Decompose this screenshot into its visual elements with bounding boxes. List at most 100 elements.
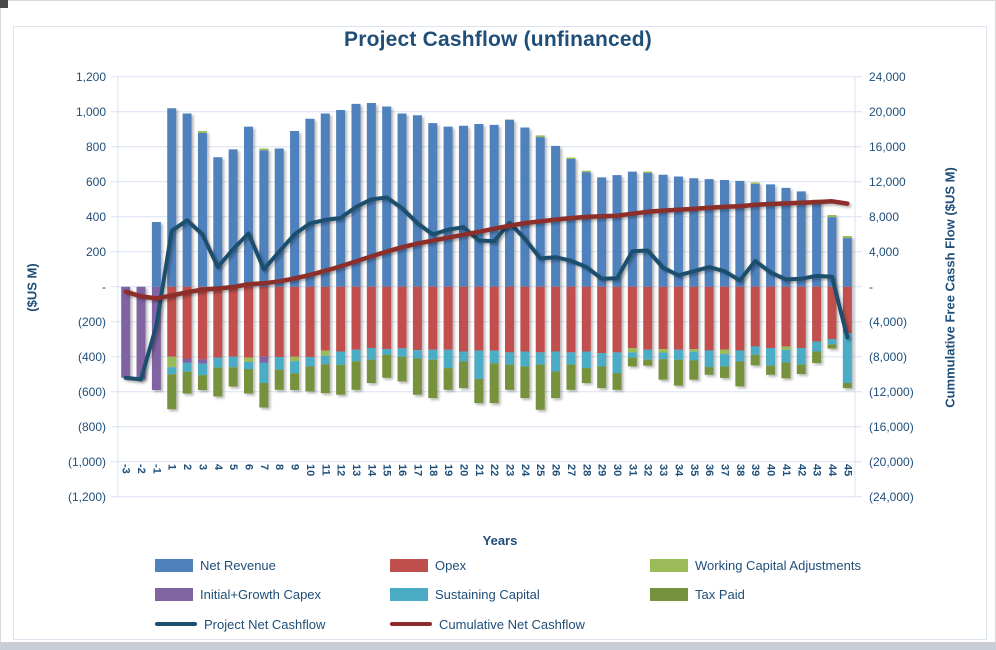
- bar-net-revenue: [320, 113, 330, 287]
- bar-tax-paid: [320, 364, 330, 394]
- bar-opex: [551, 286, 561, 352]
- bar-net-revenue: [274, 148, 284, 287]
- bar-net-revenue: [228, 149, 238, 287]
- bar-working-capital: [566, 157, 576, 159]
- x-tick-label: 5: [227, 464, 239, 470]
- bar-opex: [213, 286, 223, 358]
- bar-working-capital: [842, 236, 852, 239]
- x-tick-label: 36: [703, 464, 715, 476]
- y-axis-right-title: Cummulative Free Cassh Flow ($US M): [942, 167, 958, 408]
- bars-group: [121, 103, 852, 410]
- bar-sustaining-capital: [581, 351, 591, 369]
- bar-opex: [520, 286, 530, 352]
- bar-working-capital: [750, 182, 760, 184]
- x-axis-labels: -3 -2 -1 1 2 3 4 5 6 7 8 9 10 11 12 13 14 15 16 17 18 19 20 21 2…: [120, 464, 854, 477]
- y-left-tick-label: (600): [78, 385, 106, 399]
- bar-net-revenue: [520, 127, 530, 287]
- bar-sustaining-capital: [566, 352, 576, 365]
- bar-tax-paid: [535, 364, 545, 410]
- bar-opex: [197, 286, 207, 360]
- x-tick-label: 2: [181, 464, 193, 470]
- bar-net-revenue: [458, 125, 468, 287]
- y-left-tick-label: -: [102, 280, 106, 294]
- bar-sustaining-capital: [750, 346, 760, 355]
- window-bottom-edge: [0, 642, 996, 650]
- x-tick-label: 14: [365, 464, 377, 477]
- bar-tax-paid: [382, 354, 392, 378]
- x-tick-label: 19: [442, 464, 454, 476]
- bar-opex: [597, 286, 607, 354]
- x-tick-label: 18: [427, 464, 439, 476]
- bar-sustaining-capital: [766, 348, 776, 366]
- bar-tax-paid: [213, 367, 223, 397]
- chart-title: Project Cashflow (unfinanced): [344, 28, 652, 51]
- x-tick-label: 27: [565, 464, 577, 476]
- bar-net-revenue: [197, 132, 207, 287]
- bar-tax-paid: [274, 369, 284, 390]
- bar-tax-paid: [244, 369, 254, 394]
- bar-opex: [643, 286, 653, 350]
- bar-capex: [259, 356, 269, 363]
- y-right-tick-label: -: [869, 280, 873, 294]
- bar-tax-paid: [228, 367, 238, 387]
- bar-sustaining-capital: [489, 350, 499, 364]
- bar-net-revenue: [259, 150, 269, 287]
- bar-working-capital: [627, 348, 637, 353]
- x-tick-label: 42: [795, 464, 807, 476]
- x-tick-label: 24: [519, 464, 531, 477]
- bar-working-capital: [320, 350, 330, 356]
- bar-opex: [704, 286, 714, 351]
- bar-sustaining-capital: [366, 348, 376, 360]
- bar-sustaining-capital: [182, 362, 192, 372]
- x-tick-label: 38: [734, 464, 746, 476]
- bar-tax-paid: [597, 366, 607, 389]
- bar-tax-paid: [566, 364, 576, 390]
- bar-opex: [290, 286, 300, 357]
- bar-working-capital: [244, 357, 254, 362]
- y-left-tick-label: 600: [86, 175, 106, 189]
- bar-working-capital: [643, 171, 653, 173]
- bar-opex: [443, 286, 453, 350]
- bar-tax-paid: [351, 361, 361, 390]
- bar-tax-paid: [704, 367, 714, 375]
- bar-working-capital: [658, 349, 668, 353]
- bar-tax-paid: [428, 359, 438, 399]
- bar-sustaining-capital: [719, 354, 729, 367]
- y-right-tick-label: (20,000): [869, 455, 914, 469]
- bar-net-revenue: [397, 113, 407, 287]
- bar-net-revenue: [305, 118, 315, 287]
- bar-tax-paid: [689, 360, 699, 380]
- x-tick-label: 11: [319, 464, 331, 476]
- bar-opex: [612, 286, 622, 353]
- bar-tax-paid: [581, 368, 591, 383]
- bar-net-revenue: [643, 173, 653, 287]
- bar-opex: [274, 286, 284, 358]
- bar-net-revenue: [505, 119, 515, 287]
- bar-sustaining-capital: [704, 350, 714, 368]
- bar-sustaining-capital: [812, 341, 822, 352]
- bar-tax-paid: [643, 359, 653, 366]
- bar-capex: [121, 286, 131, 378]
- x-tick-label: -2: [135, 464, 147, 474]
- bar-tax-paid: [443, 368, 453, 390]
- bar-working-capital: [167, 356, 177, 368]
- bar-opex: [842, 286, 852, 334]
- bar-sustaining-capital: [412, 350, 422, 359]
- y-left-tick-label: (1,000): [68, 455, 106, 469]
- bar-sustaining-capital: [505, 352, 515, 365]
- bar-net-revenue: [735, 180, 745, 287]
- bar-tax-paid: [397, 356, 407, 382]
- bar-opex: [428, 286, 438, 350]
- bar-opex: [489, 286, 499, 351]
- bar-tax-paid: [673, 359, 683, 386]
- bar-sustaining-capital: [259, 362, 269, 383]
- x-tick-label: 43: [811, 464, 823, 476]
- bar-working-capital: [581, 170, 591, 173]
- x-tick-label: 12: [335, 464, 347, 476]
- x-tick-label: 7: [258, 464, 270, 470]
- bar-net-revenue: [750, 183, 760, 287]
- bar-opex: [566, 286, 576, 353]
- bar-tax-paid: [658, 359, 668, 380]
- x-tick-label: -3: [120, 464, 132, 474]
- bar-tax-paid: [627, 357, 637, 367]
